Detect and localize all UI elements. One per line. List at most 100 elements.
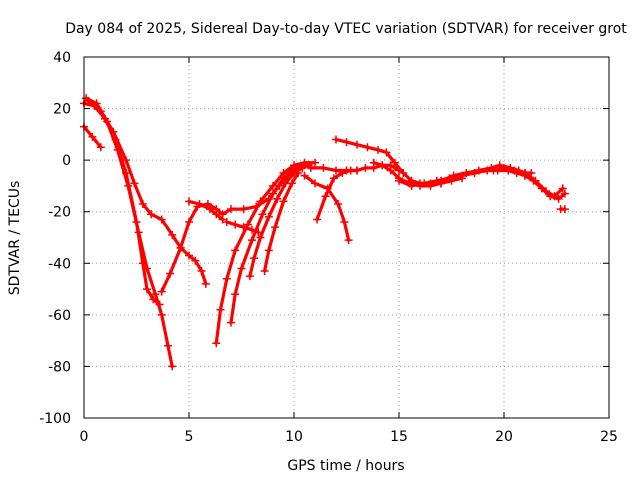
y-tick-label: -60 [48, 308, 71, 324]
data-point-marker [271, 223, 280, 232]
series-track-14 [306, 163, 361, 175]
data-point-marker [248, 236, 256, 245]
data-point-marker [558, 184, 567, 193]
data-point-marker [157, 287, 166, 296]
data-point-marker [311, 158, 319, 167]
data-point-marker [151, 290, 160, 299]
tick-layer: 0 5 10 15 20 25 -100 -80 -60 -40 -20 0 20 40 [39, 50, 618, 445]
series-track-6 [185, 197, 227, 224]
data-point-marker [256, 197, 265, 206]
series-line [523, 174, 567, 201]
grid-layer [84, 57, 609, 418]
data-point-marker [554, 194, 563, 203]
y-tick-label: -100 [39, 411, 71, 427]
x-tick-label: 15 [390, 429, 408, 445]
data-point-marker [264, 246, 273, 255]
data-point-marker [231, 290, 240, 299]
data-point-marker [321, 192, 330, 201]
x-tick-label: 0 [80, 429, 89, 445]
data-point-marker [157, 215, 166, 224]
x-tick-label: 5 [185, 429, 194, 445]
y-tick-label: -20 [48, 205, 71, 221]
data-point-marker [378, 161, 387, 170]
data-point-marker [361, 163, 370, 172]
data-point-marker [212, 210, 221, 219]
y-tick-label: 20 [53, 102, 71, 118]
data-point-marker [84, 96, 93, 105]
data-point-marker [546, 192, 555, 201]
data-point-marker [258, 210, 267, 219]
data-point-marker [342, 166, 351, 175]
series-track-7 [212, 158, 319, 348]
data-point-marker [334, 199, 343, 208]
data-point-marker [529, 176, 538, 185]
data-point-marker [201, 279, 210, 288]
data-point-marker [489, 166, 498, 175]
data-point-marker [239, 205, 248, 214]
x-tick-label: 20 [495, 429, 513, 445]
data-point-marker [206, 205, 214, 214]
data-point-marker [227, 205, 235, 214]
series-track-19 [489, 163, 567, 201]
data-point-marker [239, 223, 248, 232]
data-point-marker [195, 199, 204, 208]
data-point-marker [510, 166, 519, 175]
data-point-marker [138, 199, 147, 208]
data-point-marker [197, 267, 206, 276]
data-point-marker [216, 305, 225, 314]
data-point-marker [363, 143, 372, 152]
data-point-marker [185, 197, 193, 206]
data-point-marker [231, 246, 240, 255]
data-point-marker [185, 251, 193, 260]
data-point-marker [164, 341, 172, 350]
data-point-marker [96, 107, 105, 116]
y-axis-label: SDTVAR / TECUs [7, 181, 23, 296]
data-point-marker [245, 272, 254, 281]
data-point-marker [264, 212, 273, 221]
data-point-marker [500, 163, 508, 172]
data-point-marker [294, 169, 303, 178]
data-point-marker [250, 254, 259, 263]
data-point-marker [560, 189, 569, 198]
data-point-marker [166, 269, 175, 278]
data-point-marker [311, 179, 319, 188]
data-point-marker [344, 236, 353, 245]
x-tick-label: 10 [285, 429, 303, 445]
data-point-marker [212, 339, 221, 348]
series-line [229, 163, 307, 325]
plot-frame [83, 56, 610, 419]
y-tick-label: -80 [48, 359, 71, 375]
data-point-marker [269, 189, 277, 198]
data-point-marker [300, 171, 309, 180]
series-track-15 [332, 135, 445, 188]
series-track-4 [84, 96, 210, 288]
data-point-marker [306, 163, 315, 172]
data-point-marker [256, 233, 265, 242]
y-tick-label: 40 [53, 50, 71, 66]
data-point-marker [420, 179, 429, 188]
series-track-3 [82, 94, 177, 371]
data-point-marker [382, 148, 391, 157]
series-track-20 [521, 171, 569, 203]
series-line [302, 174, 351, 242]
data-point-marker [273, 194, 282, 203]
data-point-marker [521, 171, 529, 180]
x-axis-label: GPS time / hours [287, 458, 404, 474]
data-point-marker [332, 135, 340, 144]
data-point-marker [185, 218, 193, 227]
series-track-11 [260, 169, 303, 276]
data-point-marker [231, 220, 240, 229]
data-point-marker [340, 218, 349, 227]
series-track-21 [556, 205, 569, 214]
data-point-marker [176, 243, 185, 252]
data-point-marker [342, 138, 351, 147]
data-point-marker [88, 132, 97, 141]
data-point-marker [395, 176, 403, 185]
data-point-marker [134, 228, 143, 237]
data-point-marker [222, 274, 231, 283]
data-point-marker [298, 163, 307, 172]
data-point-marker [407, 181, 416, 190]
data-point-marker [287, 179, 296, 188]
data-point-marker [537, 184, 546, 193]
